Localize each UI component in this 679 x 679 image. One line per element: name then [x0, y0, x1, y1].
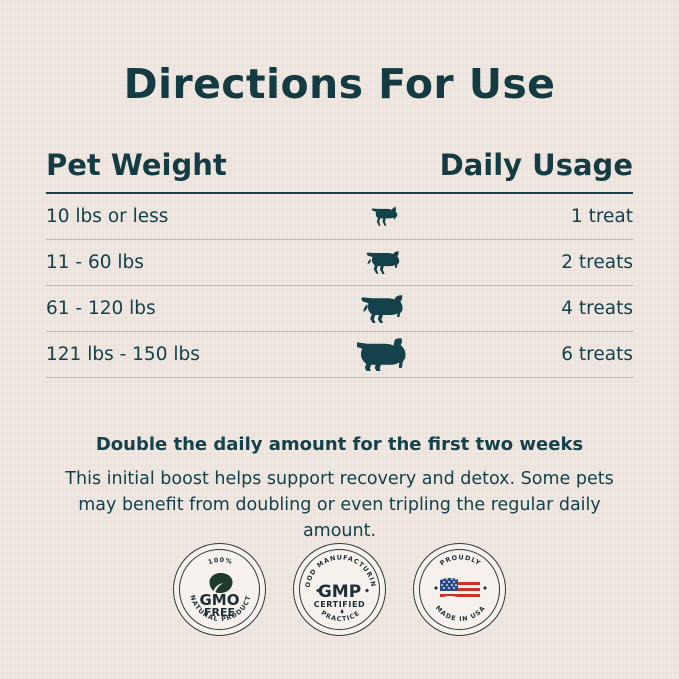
page-title: Directions For Use	[123, 60, 556, 108]
cell-pet-weight: 11 - 60 lbs	[46, 252, 144, 273]
badge-top-arc: PROUDLY	[438, 553, 481, 567]
cell-pet-weight: 121 lbs - 150 lbs	[46, 344, 200, 365]
badge-main-text: GMO	[199, 591, 240, 609]
row-divider	[46, 239, 633, 240]
dog-large-icon	[296, 294, 473, 323]
cell-daily-usage: 6 treats	[561, 344, 633, 365]
cell-daily-usage: 4 treats	[561, 298, 633, 319]
row-divider	[46, 377, 633, 378]
note-headline: Double the daily amount for the first tw…	[95, 434, 584, 455]
badge-sub-text: FREE	[203, 606, 235, 619]
badge-inner-ring	[299, 549, 380, 630]
row-divider	[46, 331, 633, 332]
badge-main-text: GMP	[317, 582, 362, 602]
table-row: 121 lbs - 150 lbs 6 treats	[46, 332, 633, 377]
row-divider	[46, 285, 633, 286]
svg-text:100%: 100%	[207, 556, 234, 566]
table-row: 10 lbs or less 1 treat	[46, 194, 633, 239]
gmo-free-badge: 100% NATURAL PRODUCT GMO FREE	[173, 543, 266, 636]
note-body: This initial boost helps support recover…	[65, 469, 614, 541]
dog-xlarge-icon	[296, 338, 473, 371]
badge-inner-ring	[179, 549, 260, 630]
gmp-certified-badge: GOOD MANUFACTURING PRACTICE GMP CERTIFIE…	[293, 543, 386, 636]
column-header-pet-weight: Pet Weight	[46, 148, 227, 182]
cell-daily-usage: 1 treat	[570, 206, 633, 227]
column-header-daily-usage: Daily Usage	[439, 148, 633, 182]
table-row: 11 - 60 lbs 2 treats	[46, 240, 633, 285]
dog-medium-icon	[296, 250, 473, 275]
certification-badges: 100% NATURAL PRODUCT GMO FREE GOOD MANUF…	[0, 543, 679, 636]
svg-text:MADE IN USA: MADE IN USA	[434, 604, 488, 623]
table-header-row: Pet Weight Daily Usage	[46, 148, 633, 192]
usa-flag-icon	[440, 578, 480, 600]
dog-small-icon	[296, 206, 473, 228]
svg-text:PROUDLY: PROUDLY	[438, 553, 482, 567]
badge-sub-text: CERTIFIED	[313, 600, 366, 609]
svg-text:PRACTICE: PRACTICE	[319, 609, 361, 623]
leaf-icon	[209, 573, 233, 593]
made-in-usa-badge: PROUDLY MADE IN USA	[413, 543, 506, 636]
table-row: 61 - 120 lbs 4 treats	[46, 286, 633, 331]
cell-pet-weight: 10 lbs or less	[46, 206, 169, 227]
header-divider	[46, 192, 633, 194]
cell-pet-weight: 61 - 120 lbs	[46, 298, 156, 319]
badge-bottom-arc: PRACTICE	[319, 609, 360, 623]
cell-daily-usage: 2 treats	[561, 252, 633, 273]
badge-inner-ring	[419, 549, 500, 630]
badge-bottom-arc: MADE IN USA	[434, 604, 487, 623]
dosage-table: Pet Weight Daily Usage 10 lbs or less 1 …	[46, 148, 633, 378]
badge-top-text: 100%	[207, 556, 233, 566]
